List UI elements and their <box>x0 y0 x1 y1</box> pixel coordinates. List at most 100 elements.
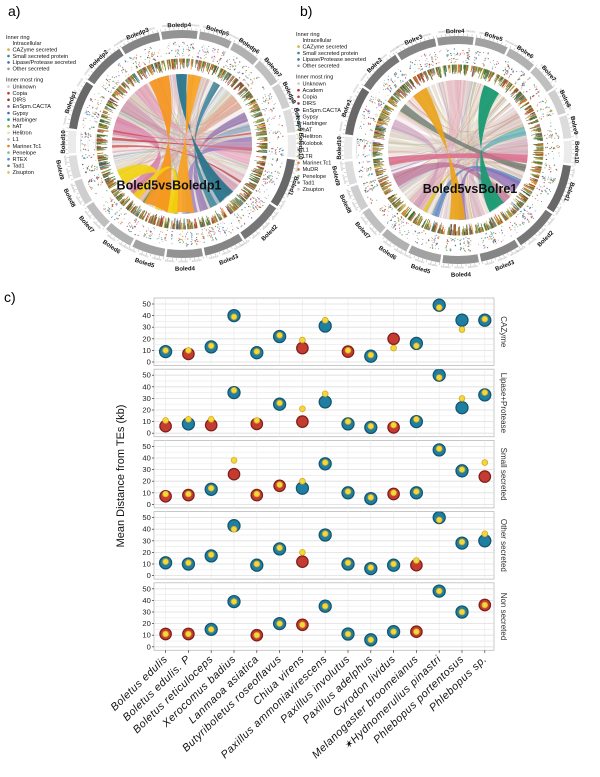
svg-text:9000000: 9000000 <box>63 155 67 166</box>
svg-text:Boled9: Boled9 <box>330 166 340 187</box>
svg-text:2000000: 2000000 <box>298 123 302 134</box>
svg-text:3000000: 3000000 <box>249 45 259 54</box>
svg-text:2000000: 2000000 <box>289 94 296 105</box>
svg-text:3000000: 3000000 <box>396 42 407 50</box>
svg-text:20: 20 <box>142 477 150 486</box>
svg-text:Penelope: Penelope <box>13 150 37 156</box>
svg-text:5000000: 5000000 <box>120 36 131 44</box>
svg-text:7000000: 7000000 <box>62 142 65 152</box>
svg-text:Other secreted: Other secreted <box>499 519 508 572</box>
svg-text:Mariner.Tc1: Mariner.Tc1 <box>13 144 42 150</box>
svg-text:7000000: 7000000 <box>338 134 342 145</box>
svg-text:8000000: 8000000 <box>176 24 186 27</box>
svg-text:2000000: 2000000 <box>132 30 143 37</box>
svg-text:10: 10 <box>142 560 150 569</box>
svg-text:7000000: 7000000 <box>102 47 112 56</box>
svg-text:4000000: 4000000 <box>389 45 399 53</box>
svg-text:Zisupton: Zisupton <box>13 170 34 176</box>
svg-text:4000000: 4000000 <box>360 72 369 82</box>
svg-text:7000000: 7000000 <box>151 257 162 262</box>
svg-text:5000000: 5000000 <box>368 62 377 71</box>
svg-text:c): c) <box>4 289 16 305</box>
svg-text:9000000: 9000000 <box>497 256 508 263</box>
svg-text:Boled10: Boled10 <box>61 130 67 154</box>
svg-text:4000000: 4000000 <box>271 211 280 221</box>
svg-text:RTEX: RTEX <box>13 157 28 163</box>
svg-text:Intracellular: Intracellular <box>303 38 332 44</box>
svg-text:7000000: 7000000 <box>570 115 575 126</box>
svg-text:a): a) <box>8 3 20 19</box>
svg-text:9000000: 9000000 <box>393 248 403 256</box>
svg-text:50: 50 <box>142 300 150 309</box>
svg-text:3000000: 3000000 <box>216 29 227 35</box>
svg-text:6000000: 6000000 <box>368 227 377 237</box>
svg-text:5000000: 5000000 <box>341 174 346 185</box>
svg-text:Harbinger: Harbinger <box>13 117 38 123</box>
svg-text:b): b) <box>300 3 312 19</box>
svg-text:Boled9: Boled9 <box>54 160 64 181</box>
svg-text:4000000: 4000000 <box>485 261 496 267</box>
svg-text:Bolre4: Bolre4 <box>446 29 465 35</box>
svg-text:3000000: 3000000 <box>189 24 200 28</box>
svg-text:6000000: 6000000 <box>65 168 70 179</box>
svg-text:Inner most ring: Inner most ring <box>6 77 43 83</box>
svg-text:5000000: 5000000 <box>574 129 578 140</box>
svg-text:10: 10 <box>142 631 150 640</box>
svg-text:9000000: 9000000 <box>575 142 578 152</box>
svg-text:4000000: 4000000 <box>351 201 359 212</box>
svg-text:4000000: 4000000 <box>465 30 476 34</box>
svg-text:Non secreted: Non secreted <box>499 593 508 641</box>
svg-text:6000000: 6000000 <box>414 258 425 264</box>
svg-text:2000000: 2000000 <box>113 39 123 47</box>
svg-text:8000000: 8000000 <box>360 216 369 226</box>
svg-text:5000000: 5000000 <box>203 25 214 30</box>
svg-text:0: 0 <box>147 358 151 367</box>
svg-text:8000000: 8000000 <box>283 82 291 93</box>
svg-text:Kolobok: Kolobok <box>303 141 323 147</box>
svg-text:6000000: 6000000 <box>525 51 535 60</box>
svg-text:Boled4: Boled4 <box>175 266 196 273</box>
svg-text:10: 10 <box>142 488 150 497</box>
svg-text:Inner ring: Inner ring <box>296 32 320 38</box>
svg-text:20: 20 <box>142 548 150 557</box>
svg-text:8000000: 8000000 <box>228 33 239 40</box>
svg-text:Lipase+Protease: Lipase+Protease <box>499 373 508 434</box>
svg-text:5000000: 5000000 <box>338 148 341 158</box>
svg-text:7000000: 7000000 <box>117 242 127 250</box>
svg-text:7000000: 7000000 <box>562 193 569 204</box>
svg-text:8000000: 8000000 <box>70 89 77 100</box>
svg-text:20: 20 <box>142 619 150 628</box>
svg-text:40: 40 <box>142 311 150 320</box>
svg-text:9000000: 9000000 <box>510 249 521 257</box>
svg-text:6000000: 6000000 <box>297 149 301 160</box>
svg-text:8000000: 8000000 <box>573 155 577 166</box>
svg-text:6000000: 6000000 <box>382 240 392 249</box>
svg-text:6000000: 6000000 <box>106 234 116 243</box>
svg-text:6000000: 6000000 <box>421 33 432 39</box>
svg-text:0: 0 <box>147 500 151 509</box>
svg-text:Inner ring: Inner ring <box>6 35 30 41</box>
svg-text:3000000: 3000000 <box>221 250 232 257</box>
svg-text:40: 40 <box>142 454 150 463</box>
svg-text:9000000: 9000000 <box>528 237 538 246</box>
svg-text:Small secreted protein: Small secreted protein <box>13 54 69 60</box>
svg-text:hAT: hAT <box>303 128 313 134</box>
svg-text:Tad1: Tad1 <box>303 180 315 186</box>
svg-text:Unknown: Unknown <box>13 84 36 90</box>
svg-text:20: 20 <box>142 406 150 415</box>
svg-text:4000000: 4000000 <box>346 95 353 106</box>
svg-text:30: 30 <box>142 536 150 545</box>
svg-text:5000000: 5000000 <box>75 195 83 206</box>
svg-text:Other secreted: Other secreted <box>303 64 340 70</box>
svg-text:4000000: 4000000 <box>441 265 452 269</box>
svg-text:4000000: 4000000 <box>299 136 302 146</box>
svg-text:8000000: 8000000 <box>165 259 176 263</box>
svg-text:3000000: 3000000 <box>234 243 245 251</box>
svg-text:6000000: 6000000 <box>565 100 572 111</box>
svg-text:Intracellular: Intracellular <box>13 41 42 47</box>
svg-text:Boled10: Boled10 <box>337 136 343 160</box>
svg-text:Boledp9: Boledp9 <box>292 107 303 132</box>
svg-text:5000000: 5000000 <box>408 36 419 43</box>
svg-text:Inner most ring: Inner most ring <box>296 74 333 80</box>
svg-text:4000000: 4000000 <box>378 53 388 62</box>
